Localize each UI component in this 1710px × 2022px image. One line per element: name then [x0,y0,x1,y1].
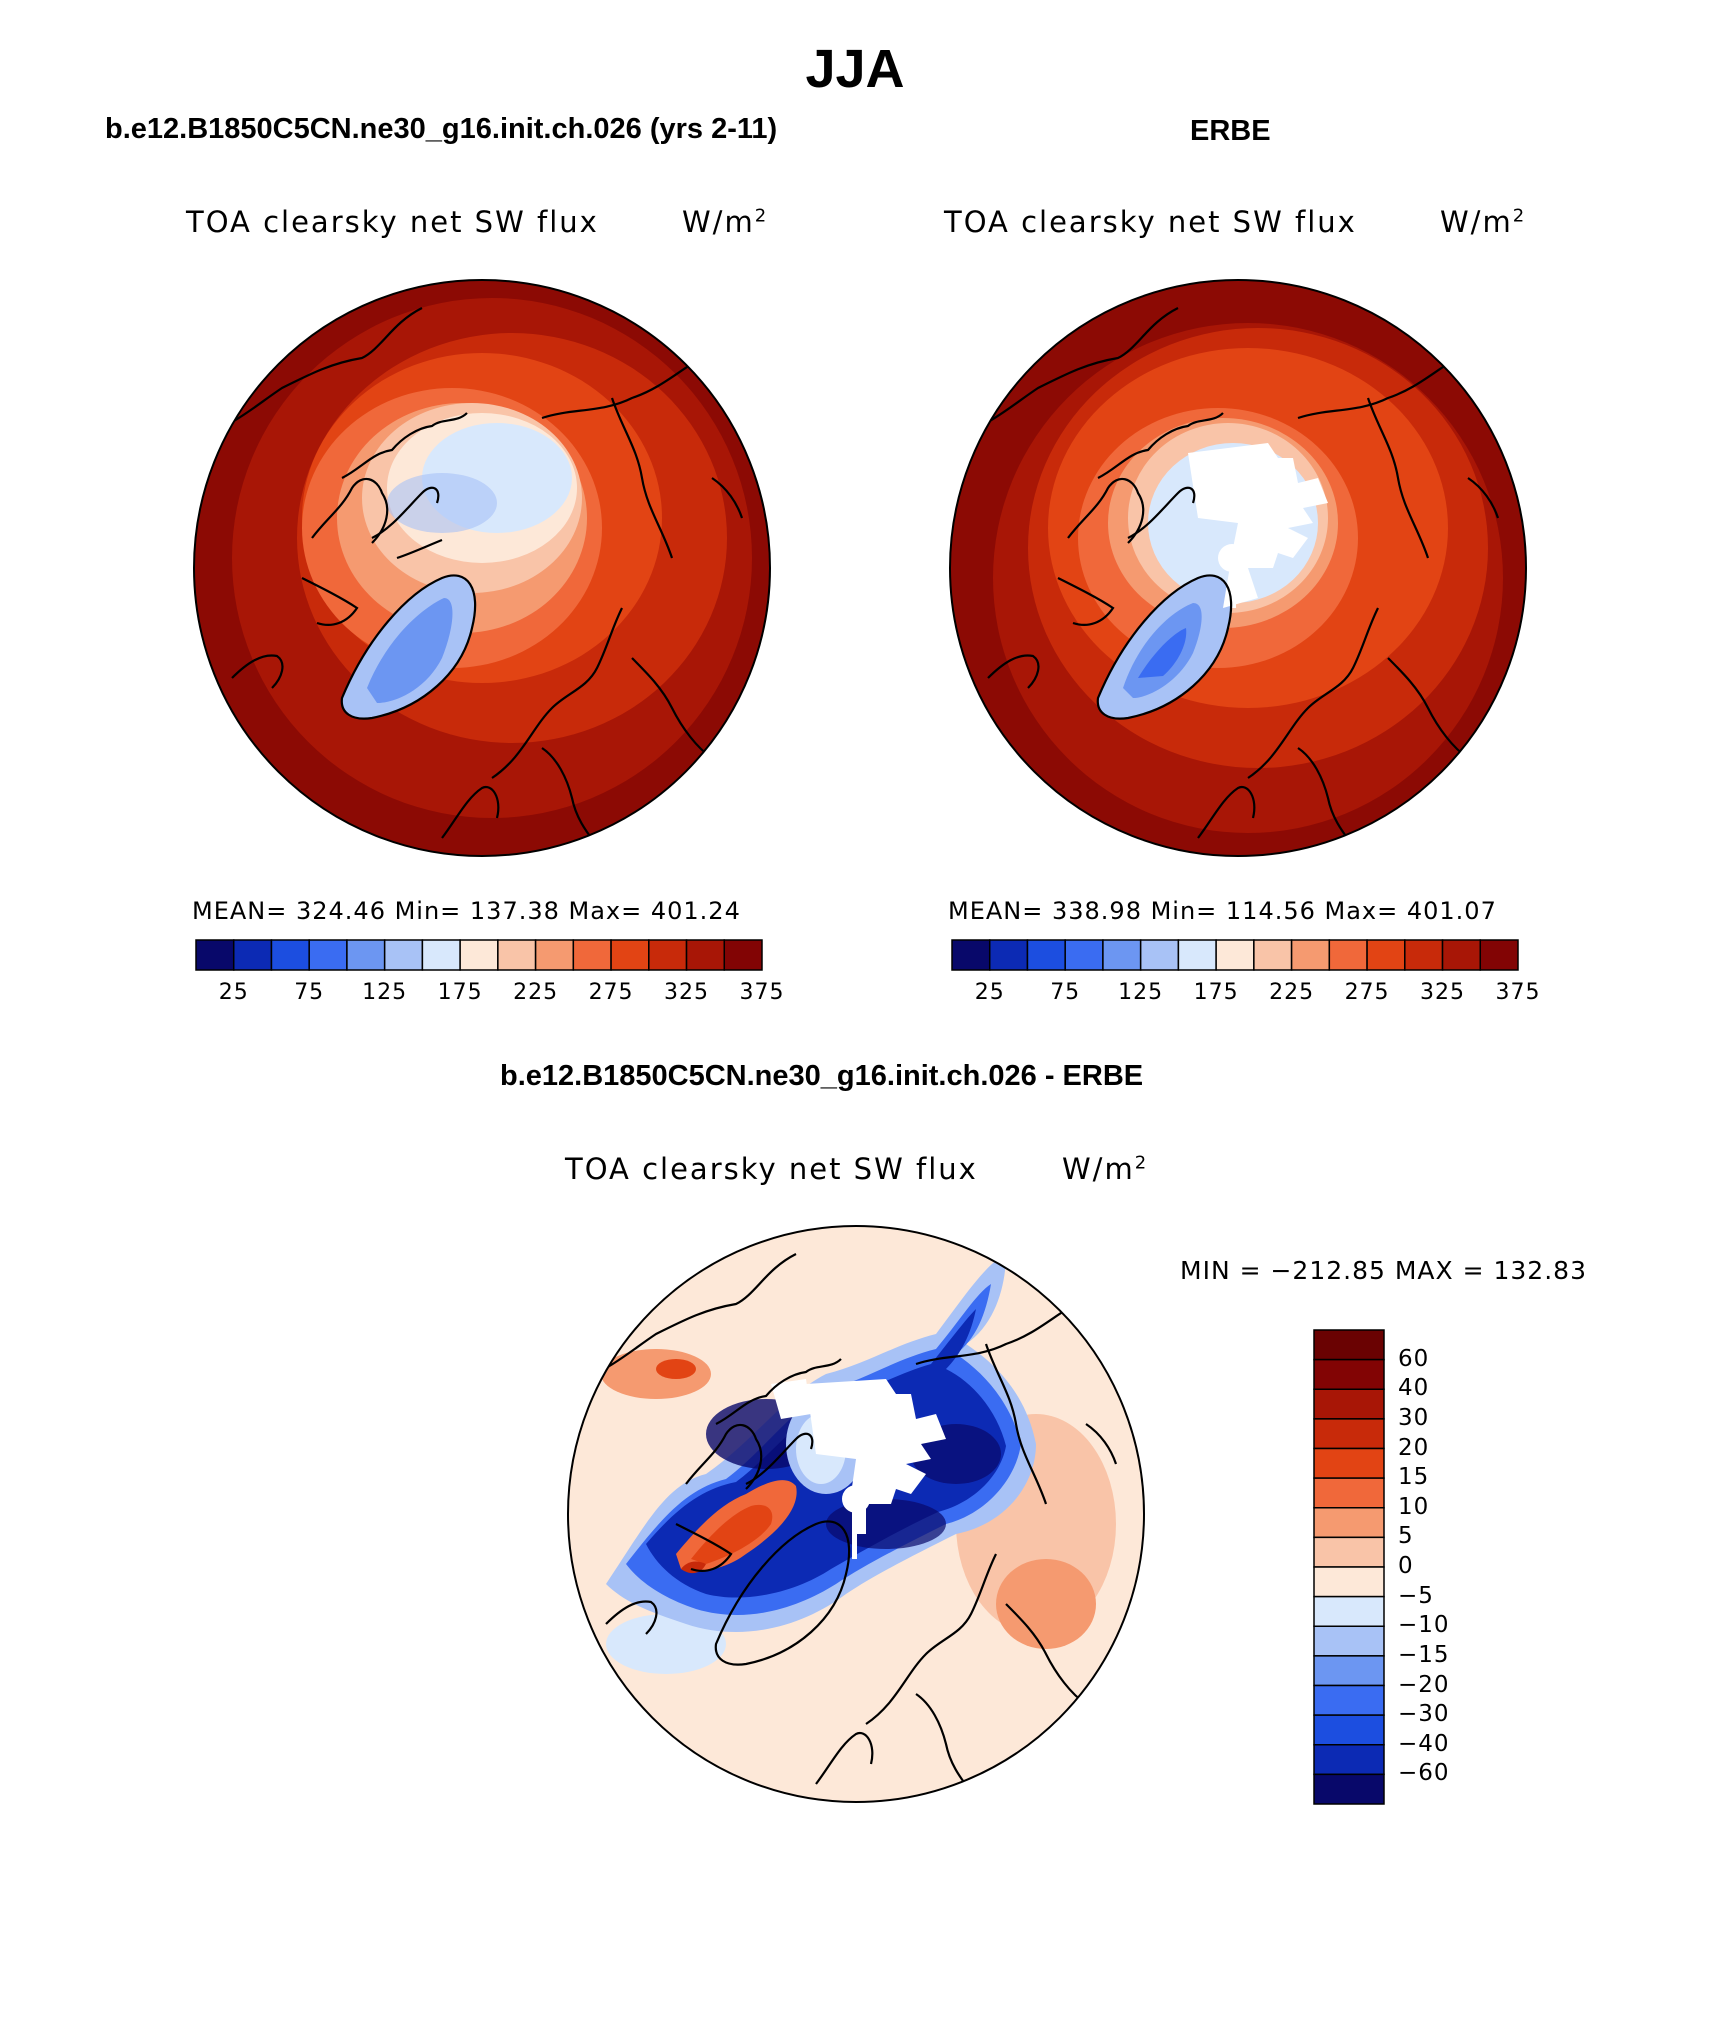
colorbar-swatch [1313,1744,1385,1776]
colorbar-swatch [1313,1566,1385,1598]
colorbar-tick-label: 10 [1398,1493,1430,1520]
colorbar-tick-label: 75 [294,980,325,1005]
colorbar-tick-label: 30 [1398,1404,1430,1431]
colorbar-tick-label: 225 [513,980,559,1005]
colorbar-swatch [1064,939,1104,971]
diff-colorbar [1313,1329,1385,1805]
diff-polar-map [567,1225,1145,1803]
obs-colorbar-labels: 25 75 125 175 225 275 325 375 [952,980,1540,1010]
colorbar-tick-label: 175 [437,980,483,1005]
colorbar-swatch [951,939,991,971]
obs-colorbar [951,939,1519,971]
colorbar-swatch [421,939,461,971]
colorbar-tick-label: 275 [588,980,634,1005]
colorbar-swatch [1313,1684,1385,1716]
page-title: JJA [805,39,905,99]
colorbar-swatch [1290,939,1331,971]
colorbar-swatch [648,939,688,971]
colorbar-tick-label: 0 [1398,1553,1414,1579]
colorbar-swatch [1366,939,1406,971]
colorbar-tick-label: 175 [1193,980,1239,1005]
colorbar-swatch [497,939,537,971]
colorbar-tick-label: 25 [218,980,249,1005]
colorbar-tick-label: 325 [664,980,710,1005]
colorbar-swatch [383,939,424,971]
colorbar-swatch [1479,939,1519,971]
colorbar-swatch [1404,939,1444,971]
colorbar-swatch [534,939,575,971]
colorbar-tick-label: 325 [1420,980,1466,1005]
colorbar-swatch [1313,1714,1385,1746]
colorbar-swatch [723,939,763,971]
colorbar-tick-label: 225 [1269,980,1315,1005]
colorbar-tick-label: −30 [1398,1701,1450,1728]
diff-minmax: MIN = −212.85 MAX = 132.83 [1180,1256,1587,1285]
colorbar-tick-label: 60 [1398,1345,1430,1372]
colorbar-tick-label: 5 [1398,1523,1414,1550]
colorbar-tick-label: 25 [974,980,1005,1005]
colorbar-tick-label: −60 [1398,1760,1450,1787]
colorbar-swatch [308,939,348,971]
colorbar-swatch [1328,939,1368,971]
colorbar-swatch [1177,939,1217,971]
colorbar-swatch [572,939,612,971]
diff-colorbar-labels: 60 40 30 20 15 10 5 0 −5 −10 −15 −20 −30 −40 −60 [1398,1330,1518,1804]
model-polar-map [193,279,771,857]
colorbar-swatch [270,939,310,971]
colorbar-tick-label: −10 [1398,1612,1450,1639]
colorbar-tick-label: 15 [1398,1464,1430,1491]
colorbar-tick-label: 125 [1118,980,1164,1005]
colorbar-tick-label: 375 [1495,980,1541,1005]
colorbar-swatch [195,939,235,971]
colorbar-tick-label: −40 [1398,1730,1450,1757]
model-stats: MEAN= 324.46 Min= 137.38 Max= 401.24 [192,897,741,925]
colorbar-swatch [1313,1625,1385,1657]
colorbar-swatch [1313,1388,1385,1420]
colorbar-swatch [1313,1536,1385,1568]
colorbar-swatch [1313,1418,1385,1450]
colorbar-swatch [1441,939,1482,971]
colorbar-swatch [1313,1595,1385,1627]
colorbar-swatch [610,939,650,971]
colorbar-tick-label: 20 [1398,1434,1430,1461]
colorbar-swatch [1215,939,1255,971]
colorbar-swatch [1313,1773,1385,1805]
obs-stats: MEAN= 338.98 Min= 114.56 Max= 401.07 [948,897,1497,925]
model-case-title: b.e12.B1850C5CN.ne30_g16.init.ch.026 (yr… [105,113,778,145]
colorbar-tick-label: 375 [739,980,785,1005]
colorbar-swatch [1139,939,1180,971]
colorbar-swatch [685,939,726,971]
obs-polar-map [949,279,1527,857]
colorbar-swatch [232,939,273,971]
diff-case-title: b.e12.B1850C5CN.ne30_g16.init.ch.026 - E… [500,1060,1144,1092]
model-variable-title: TOA clearsky net SW flux [186,205,599,239]
colorbar-swatch [1313,1655,1385,1687]
obs-units: W/m2 [1440,205,1527,239]
colorbar-tick-label: −5 [1398,1582,1434,1609]
colorbar-tick-label: 40 [1398,1375,1430,1402]
model-colorbar-labels: 25 75 125 175 225 275 325 375 [196,980,784,1010]
colorbar-swatch [1313,1358,1385,1390]
colorbar-swatch [1313,1447,1385,1479]
colorbar-swatch [346,939,386,971]
colorbar-swatch [988,939,1029,971]
colorbar-tick-label: 125 [362,980,408,1005]
model-units: W/m2 [682,205,769,239]
colorbar-tick-label: −20 [1398,1671,1450,1698]
colorbar-swatch [1102,939,1142,971]
colorbar-swatch [459,939,499,971]
diff-variable-title: TOA clearsky net SW flux [565,1152,978,1186]
diff-units: W/m2 [1062,1152,1149,1186]
colorbar-tick-label: −15 [1398,1641,1450,1668]
model-colorbar [195,939,763,971]
colorbar-swatch [1253,939,1293,971]
colorbar-swatch [1313,1477,1385,1509]
colorbar-tick-label: 275 [1344,980,1390,1005]
colorbar-swatch [1313,1329,1385,1361]
colorbar-tick-label: 75 [1050,980,1081,1005]
obs-variable-title: TOA clearsky net SW flux [944,205,1357,239]
colorbar-swatch [1026,939,1066,971]
obs-case-title: ERBE [1190,115,1271,147]
colorbar-swatch [1313,1507,1385,1539]
